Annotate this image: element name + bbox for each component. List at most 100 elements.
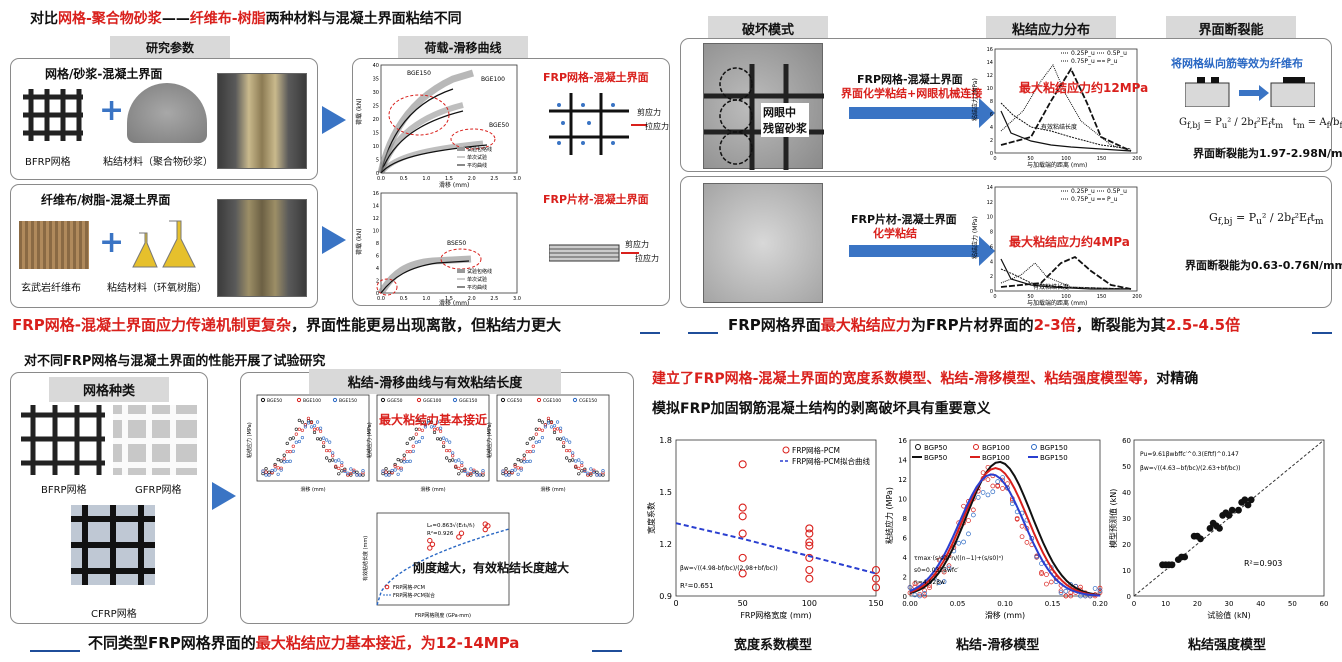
tick-label: 200 [1132, 294, 1142, 300]
cfrp-label: CFRP网格 [91, 609, 137, 620]
tab-bond-slip: 粘结-滑移曲线与有效粘结长度 [309, 369, 561, 394]
data-point [577, 472, 581, 476]
data-point [1039, 571, 1044, 577]
tick-label: 1.5 [659, 488, 672, 497]
data-point [568, 440, 572, 444]
data-point [543, 425, 548, 429]
data-point [805, 553, 814, 562]
data-point [402, 453, 406, 457]
resin-flask-image [131, 215, 201, 271]
data-point [393, 462, 397, 467]
data-point [478, 473, 482, 477]
data-point [417, 439, 421, 444]
tick-label: 50 [1288, 600, 1297, 608]
tick-label: 40 [1122, 489, 1131, 497]
data-point [285, 450, 289, 454]
bond-length-label: 有效粘结长度 [1033, 283, 1069, 291]
data-point [912, 581, 918, 586]
data-point [396, 472, 400, 476]
data-point [264, 470, 268, 474]
plus-icon: + [99, 225, 125, 260]
data-point [525, 441, 529, 445]
tick-label: 10 [373, 229, 379, 235]
footer-part: ，断裂能为其 [1075, 316, 1166, 334]
data-point [1014, 516, 1020, 521]
data-point [288, 437, 292, 441]
data-point [513, 462, 517, 467]
tick-label: 0 [376, 171, 379, 177]
data-point [595, 473, 599, 477]
data-point [322, 441, 326, 445]
data-point [463, 468, 467, 472]
data-point [445, 456, 449, 460]
stiffness-note: 刚度越大，有效粘结长度越大 [413, 561, 570, 575]
tick-label: 0 [990, 151, 993, 157]
tick-label: 4 [376, 266, 379, 272]
data-point [402, 460, 406, 464]
data-point [504, 470, 508, 474]
data-point [504, 467, 508, 471]
footer-part: 2.5-4.5倍 [1165, 316, 1241, 334]
bondslip-formula: τmax·(s/s0)·n/((n−1)+(s/s0)ⁿ) [914, 555, 1003, 562]
chart-a-yticks: 0 5 10 15 20 25 30 35 40 [373, 63, 379, 177]
data-point [510, 470, 514, 475]
legend-marker [452, 397, 458, 403]
tick-label: 20 [1122, 541, 1131, 549]
data-point [343, 467, 347, 471]
legend-item: BGP150 [1040, 444, 1068, 452]
data-point [399, 459, 403, 463]
chart-frame [496, 394, 610, 482]
data-point [334, 459, 338, 463]
divider [640, 332, 660, 334]
data-point [555, 420, 560, 424]
mortar-note: 网眼中 残留砂浆 [761, 103, 809, 137]
data-point [445, 448, 449, 453]
grid-icon [113, 405, 197, 475]
tick-label: 0.5 [400, 176, 408, 182]
data-point [325, 438, 329, 442]
sheet-stress-legend: 0.25P_u 0.5P_u 0.75P_u P_u [1061, 188, 1127, 203]
divider [592, 650, 622, 652]
data-point [457, 458, 461, 462]
data-point [970, 507, 976, 513]
data-point [393, 468, 397, 472]
legend-item: BGE50 [267, 398, 282, 404]
data-point [312, 430, 317, 435]
data-point [432, 424, 437, 428]
data-point [337, 466, 341, 470]
data-point [451, 458, 455, 462]
data-point [460, 460, 464, 465]
footer-part: 最大粘结应力 [820, 316, 911, 334]
data-point [580, 463, 584, 468]
data-point [399, 468, 403, 472]
data-point [574, 459, 578, 463]
data-point [805, 541, 814, 550]
data-point [442, 444, 446, 449]
data-point [294, 427, 298, 431]
data-point [540, 435, 544, 440]
tick-label: 2 [990, 274, 993, 280]
legend-marker [260, 397, 266, 403]
data-point [1048, 579, 1054, 585]
data-point [349, 467, 353, 471]
legend-item: BGP50 [924, 444, 947, 452]
box-sheet-resin: 纤维布/树脂-混凝土界面 玄武岩纤维布 + 粘结材料（环氧树脂） [10, 184, 318, 308]
data-point [592, 470, 596, 474]
data-point [303, 425, 308, 429]
title-part: 纤维布-树脂 [189, 11, 266, 27]
data-point [995, 479, 1001, 484]
data-point [288, 459, 292, 463]
data-point [528, 437, 532, 441]
data-point [922, 593, 927, 599]
data-point [583, 468, 587, 472]
data-point [318, 437, 323, 441]
title-part: 建立了FRP网格-混凝土界面的宽度系数模型、粘结-滑移模型、粘结强度模型等， [652, 371, 1157, 387]
legend-item: 0.5P_u [1107, 50, 1127, 57]
load-slip-charts: BGE150 BGE100 BGE50 试验包络线 单次试验 平均曲线 荷载 (… [355, 63, 521, 307]
data-point [546, 421, 551, 425]
footer-part: 2-3倍 [1033, 316, 1076, 334]
data-point [414, 440, 418, 444]
grid-stress-diagram [549, 93, 647, 155]
data-point [337, 472, 341, 476]
data-point [481, 469, 485, 473]
